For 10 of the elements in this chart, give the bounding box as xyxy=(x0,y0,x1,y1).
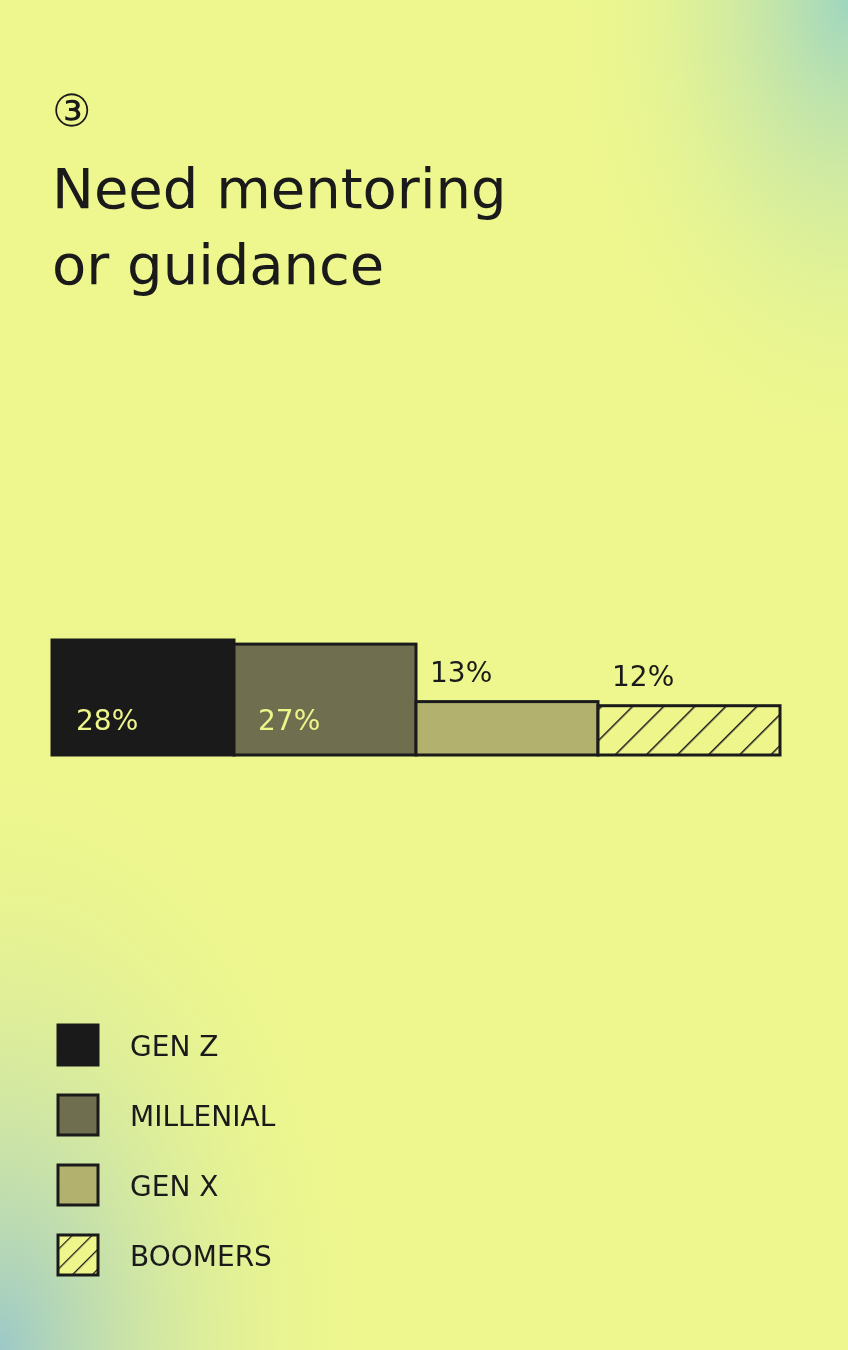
data-label: 13% xyxy=(430,655,493,689)
legend-label: GEN X xyxy=(130,1170,219,1203)
legend-label: MILLENIAL xyxy=(130,1100,276,1133)
legend-label: GEN Z xyxy=(130,1030,219,1063)
data-label: 27% xyxy=(258,704,321,737)
legend-label: BOOMERS xyxy=(130,1240,272,1273)
data-label: 28% xyxy=(76,704,139,737)
chart-title: Need mentoring or guidance xyxy=(52,156,507,297)
data-label: 12% xyxy=(612,659,675,693)
text: ③ xyxy=(52,85,92,136)
